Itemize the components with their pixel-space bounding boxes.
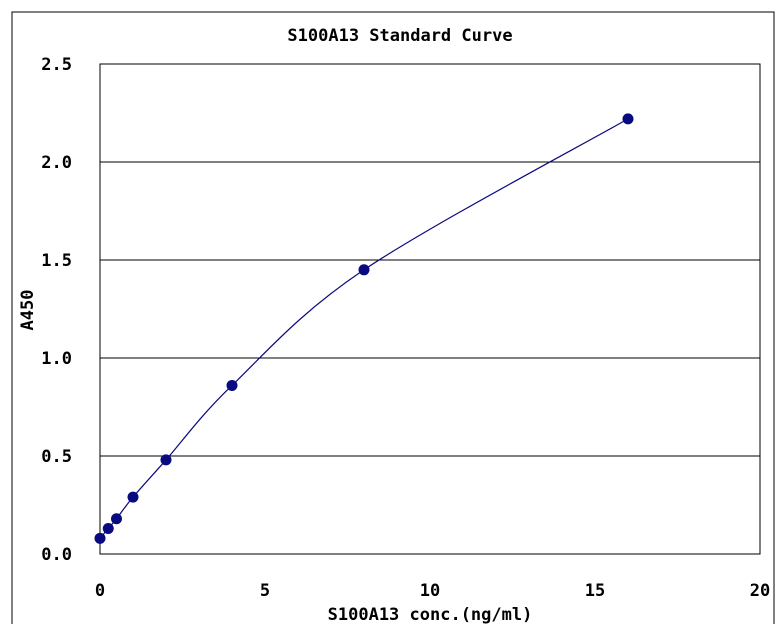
x-tick-label: 20 bbox=[750, 581, 770, 601]
grid-lines bbox=[100, 161, 760, 457]
y-tick-label: 2.5 bbox=[41, 55, 72, 75]
plot-area-border bbox=[99, 63, 761, 555]
data-point bbox=[160, 454, 172, 466]
x-tick-label: 0 bbox=[95, 581, 105, 601]
chart-border bbox=[11, 11, 775, 624]
y-tick-label: 0.5 bbox=[41, 447, 72, 467]
x-axis-label: S100A13 conc.(ng/ml) bbox=[328, 605, 533, 624]
x-tick-label: 5 bbox=[260, 581, 270, 601]
y-axis-ticks: 0.0 0.5 1.0 1.5 2.0 2.5 bbox=[41, 55, 72, 565]
data-point bbox=[622, 113, 634, 125]
y-axis-label: A450 bbox=[18, 290, 38, 331]
x-tick-label: 15 bbox=[585, 581, 605, 601]
x-tick-label: 10 bbox=[420, 581, 440, 601]
chart-title: S100A13 Standard Curve bbox=[287, 26, 512, 46]
y-tick-label: 0.0 bbox=[41, 545, 72, 565]
data-point bbox=[111, 513, 122, 525]
data-point bbox=[102, 523, 114, 535]
y-tick-label: 1.5 bbox=[41, 251, 72, 271]
data-points bbox=[94, 113, 634, 544]
data-point bbox=[127, 491, 139, 503]
y-tick-label: 1.0 bbox=[41, 349, 72, 369]
y-tick-label: 2.0 bbox=[41, 153, 72, 173]
data-point bbox=[94, 532, 106, 544]
x-axis-ticks: 0 5 10 15 20 bbox=[95, 581, 770, 601]
data-point bbox=[358, 264, 370, 276]
data-point bbox=[226, 379, 238, 391]
